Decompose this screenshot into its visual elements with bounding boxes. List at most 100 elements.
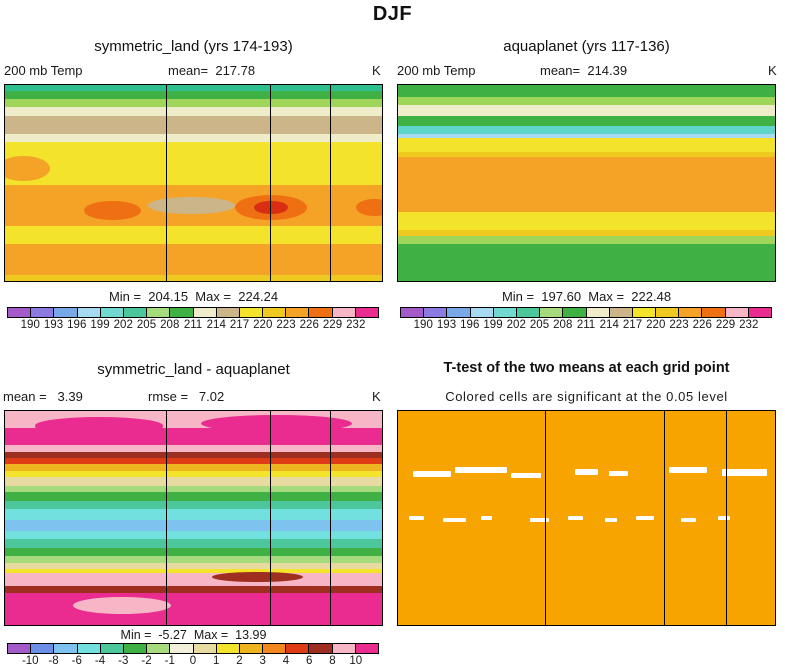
contour-band (5, 569, 382, 574)
contour-blob (355, 198, 382, 217)
colorbar-cells (400, 307, 772, 318)
colorbar-cell (123, 308, 148, 317)
colorbar-cell (77, 308, 101, 317)
panel-title-difference: symmetric_land - aquaplanet (97, 361, 290, 378)
contour-band (5, 562, 382, 570)
colorbar-tick-label: -10 (21, 655, 39, 667)
insignificant-cell (567, 515, 583, 521)
colorbar-tick-label: 217 (622, 319, 643, 331)
land-boundary-line (330, 411, 332, 625)
land-boundary-line (165, 85, 167, 281)
colorbar-tick-label: 211 (183, 319, 203, 331)
colorbar-tick-label: 190 (20, 319, 40, 331)
colorbar-cell (123, 644, 148, 653)
contour-band (5, 85, 382, 91)
contour-band (5, 458, 382, 465)
colorbar-cell (447, 308, 471, 317)
colorbar-cell (147, 308, 171, 317)
insignificant-cell (443, 518, 466, 523)
colorbar-cell (170, 644, 194, 653)
contour-band (398, 96, 775, 105)
colorbar-cell (100, 644, 124, 653)
contour-map-aquaplanet (397, 84, 776, 282)
colorbar-tick-label: 6 (306, 655, 313, 667)
contour-band (5, 243, 382, 276)
contour-band (398, 235, 775, 244)
colorbar-tick-label: 229 (715, 319, 736, 331)
colorbar-cell (54, 308, 78, 317)
insignificant-cell (718, 515, 730, 521)
colorbar-tick-label: 193 (436, 319, 457, 331)
units-label-aquaplanet: K (768, 63, 777, 78)
colorbar-cell (147, 644, 171, 653)
contour-band (398, 137, 775, 152)
colorbar-cell (656, 308, 680, 317)
colorbar-cell (309, 644, 333, 653)
colorbar-cell (193, 308, 217, 317)
contour-blob (253, 200, 288, 215)
land-boundary-line (165, 411, 167, 625)
contour-band (5, 470, 382, 478)
colorbar-cell (54, 644, 78, 653)
colorbar-tick-label: 211 (576, 319, 596, 331)
ttest-map (397, 410, 776, 626)
variable-label-aquaplanet: 200 mb Temp (397, 63, 476, 78)
contour-band (398, 126, 775, 134)
contour-band (398, 133, 775, 138)
colorbar-tick-label: -2 (141, 655, 152, 667)
land-boundary-line (545, 411, 547, 625)
contour-field (398, 85, 775, 281)
colorbar-tick-label: 220 (646, 319, 666, 331)
land-boundary-line (269, 85, 271, 281)
land-boundary-line (330, 85, 332, 281)
contour-blob (72, 597, 171, 615)
insignificant-cell (680, 518, 696, 523)
units-label-symmetric-land: K (372, 63, 381, 78)
colorbar-tick-label: 208 (553, 319, 573, 331)
colorbar-tick-label: 199 (90, 319, 110, 331)
colorbar-tick-label: -1 (164, 655, 175, 667)
contour-band (5, 519, 382, 531)
colorbar-tick-label: 3 (259, 655, 266, 667)
colorbar-cell (216, 644, 240, 653)
colorbar-temperature-left: 190 193 196 199 202 205 208 211 214 217 220 223 226 2… (7, 307, 379, 331)
colorbar-cell (609, 308, 633, 317)
contour-band (5, 530, 382, 540)
colorbar-tick-labels: -10 -8 -6 -4 -3 -2 -1 0 1 2 3 4 6 8 10 (7, 654, 379, 667)
contour-band (5, 98, 382, 107)
contour-band (398, 157, 775, 213)
colorbar-tick-label: 232 (739, 319, 759, 331)
insignificant-cell (669, 466, 708, 474)
contour-band (398, 243, 775, 281)
contour-blob (148, 196, 235, 215)
mean-value-symmetric-land: mean= 217.78 (168, 63, 256, 78)
contour-band (398, 85, 775, 97)
contour-band (5, 573, 382, 587)
colorbar-cell (748, 308, 771, 317)
colorbar-tick-label: 208 (160, 319, 180, 331)
colorbar-cell (216, 308, 240, 317)
figure-title: DJF (372, 3, 413, 25)
colorbar-tick-label: 199 (483, 319, 503, 331)
colorbar-tick-label: 193 (43, 319, 64, 331)
colorbar-cell (332, 308, 356, 317)
contour-band (5, 477, 382, 486)
insignificant-cell (454, 466, 508, 474)
colorbar-cell (355, 308, 378, 317)
colorbar-tick-label: 202 (506, 319, 526, 331)
colorbar-cell (8, 644, 32, 653)
mean-value-difference: mean = 3.39 (3, 389, 83, 404)
colorbar-tick-label: -4 (94, 655, 106, 667)
contour-map-difference (4, 410, 383, 626)
insignificant-cell (511, 473, 542, 479)
colorbar-tick-label: 4 (282, 655, 290, 667)
contour-blob (5, 155, 51, 182)
contour-band (5, 116, 382, 134)
units-label-difference: K (372, 389, 381, 404)
colorbar-tick-label: 226 (692, 319, 712, 331)
colorbar-tick-label: 8 (329, 655, 336, 667)
insignificant-cell (575, 468, 598, 476)
insignificant-cell (413, 470, 451, 478)
colorbar-tick-label: 223 (669, 319, 689, 331)
panel-title-symmetric-land: symmetric_land (yrs 174-193) (94, 38, 293, 55)
